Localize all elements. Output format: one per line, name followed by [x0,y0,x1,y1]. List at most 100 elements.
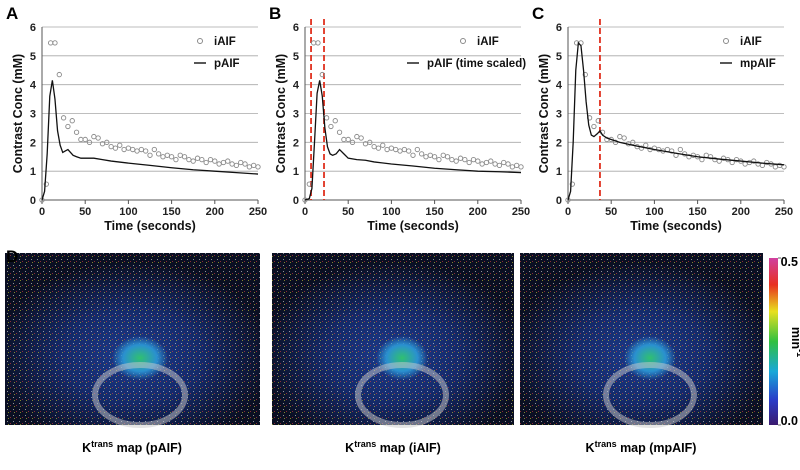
data-point [388,145,395,151]
caption-sup: trans [354,439,376,449]
data-point [181,154,188,160]
series-line [304,80,522,201]
data-point [117,142,123,148]
data-point [121,146,127,153]
data-point [423,154,429,160]
data-point [65,123,71,130]
y-tick-label: 3 [556,109,562,121]
data-point [168,154,175,160]
data-point [414,146,420,153]
x-tick-label: 250 [512,206,530,218]
data-point [341,136,347,143]
data-point [60,115,67,121]
x-tick-label: 50 [342,206,354,218]
data-point [302,197,308,203]
kmap-image [5,253,260,428]
data-point [492,161,498,167]
data-point [751,158,757,164]
data-point [677,146,683,153]
data-point [251,162,257,169]
data-point [707,154,714,160]
unit-text: min [789,327,800,349]
data-point [199,156,205,163]
data-point [207,156,214,163]
data-point [401,146,408,153]
unit-sup: -1 [795,349,800,357]
data-point [518,164,524,170]
data-point [319,71,325,78]
data-point [91,133,97,140]
y-tick-label: 3 [293,109,299,121]
x-tick-label: 150 [425,206,443,218]
caption-text: K [586,441,595,455]
legend-swatch [460,38,466,44]
data-point [112,145,119,151]
data-point [444,154,451,160]
data-point [772,164,779,170]
data-point [95,135,101,141]
data-point [418,151,425,157]
data-point [242,161,248,167]
data-point [336,129,343,135]
data-point [462,156,468,163]
data-point [134,148,140,154]
data-point [246,164,253,170]
data-point [56,71,62,78]
data-point [466,159,472,166]
series-line [567,41,785,201]
x-tick-label: 100 [645,206,663,218]
data-point [699,156,705,163]
data-point [427,152,433,158]
data-point [742,161,748,167]
caption-text: map (iAIF) [376,441,441,455]
data-point [160,154,166,160]
data-point [406,148,412,154]
x-tick-label: 150 [688,206,706,218]
x-tick-label: 200 [732,206,750,218]
colorbar-label: 0.0 [781,414,798,428]
data-point [431,154,438,160]
data-point [453,158,459,164]
data-point [332,118,338,124]
legend-label: mpAIF [740,58,776,70]
data-point [621,135,627,141]
x-tick-label: 250 [775,206,793,218]
caption-text: K [345,441,354,455]
legend-label: iAIF [477,36,499,48]
colorbar-unit: min-1 [789,327,800,357]
y-tick-label: 5 [30,51,36,63]
y-tick-label: 4 [293,80,300,92]
data-point [143,148,149,154]
x-tick-label: 0 [565,206,571,218]
caption-sup: trans [91,439,113,449]
data-point [155,151,162,157]
legend-label: iAIF [740,36,762,48]
data-point [608,136,614,143]
data-point [591,123,597,130]
data-point [47,40,54,46]
data-point [69,118,75,124]
map-caption: Ktrans map (pAIF) [82,439,182,455]
kmap-image [520,253,763,428]
data-point [238,159,244,166]
x-tick-label: 100 [119,206,137,218]
series-line [41,80,259,201]
y-tick-label: 6 [30,22,36,34]
data-point [514,162,520,169]
data-point [470,156,477,163]
x-tick-label: 200 [469,206,487,218]
data-point [315,40,321,46]
data-point [479,161,485,167]
y-axis-label: Contrast Conc (mM) [11,54,25,173]
y-tick-label: 0 [30,195,36,207]
data-point [147,152,153,158]
map-panel [5,253,778,428]
data-point [410,152,416,158]
data-point [73,129,80,135]
data-point [496,162,503,169]
y-tick-label: 2 [30,137,36,149]
data-point [397,148,403,154]
data-point [440,152,446,158]
data-point [255,164,261,170]
y-tick-label: 2 [556,137,562,149]
